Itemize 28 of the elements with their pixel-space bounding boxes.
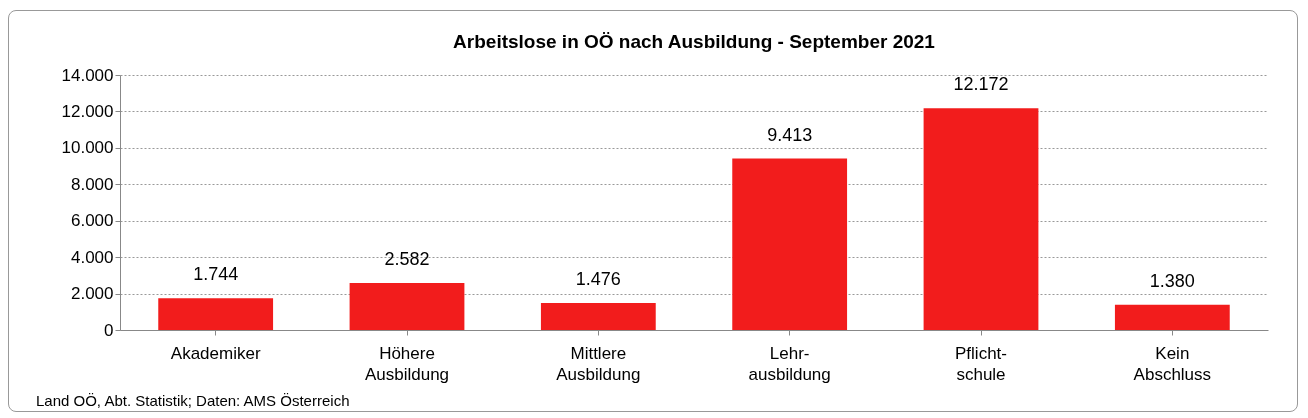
- x-tick-label: Pflicht- schule: [955, 343, 1007, 384]
- x-tick-label: Lehr- ausbildung: [748, 343, 831, 384]
- x-tick-label: Höhere Ausbildung: [364, 343, 450, 384]
- y-tick-label: 4.000: [70, 247, 114, 267]
- chart-title: Arbeitslose in OÖ nach Ausbildung - September 2021: [453, 31, 936, 52]
- x-tick-label: Akademiker: [170, 343, 261, 363]
- x-tick-label: Mittlere Ausbildung: [556, 343, 641, 384]
- x-tick-label: Kein Abschluss: [1133, 343, 1212, 384]
- y-tick-label: 10.000: [61, 138, 114, 158]
- bar: [732, 158, 848, 330]
- bar: [923, 108, 1039, 330]
- data-label: 1.744: [193, 264, 239, 285]
- data-label: 1.476: [575, 269, 621, 290]
- bar: [540, 303, 656, 330]
- bar: [349, 282, 465, 330]
- data-label: 9.413: [767, 124, 813, 145]
- y-tick-label: 0: [104, 320, 114, 340]
- y-tick-label: 2.000: [70, 284, 114, 304]
- y-tick-label: 8.000: [70, 174, 114, 194]
- y-tick-label: 6.000: [70, 211, 114, 231]
- data-label: 2.582: [384, 248, 430, 269]
- data-label: 12.172: [953, 74, 1009, 95]
- y-tick-label: 12.000: [61, 101, 114, 121]
- y-tick-label: 14.000: [61, 65, 114, 85]
- text: Land OÖ, Abt. Statistik; Daten: AMS Österreich: [36, 392, 350, 409]
- bar: [1114, 304, 1230, 330]
- data-label: 1.380: [1149, 270, 1195, 291]
- bar: [158, 298, 274, 330]
